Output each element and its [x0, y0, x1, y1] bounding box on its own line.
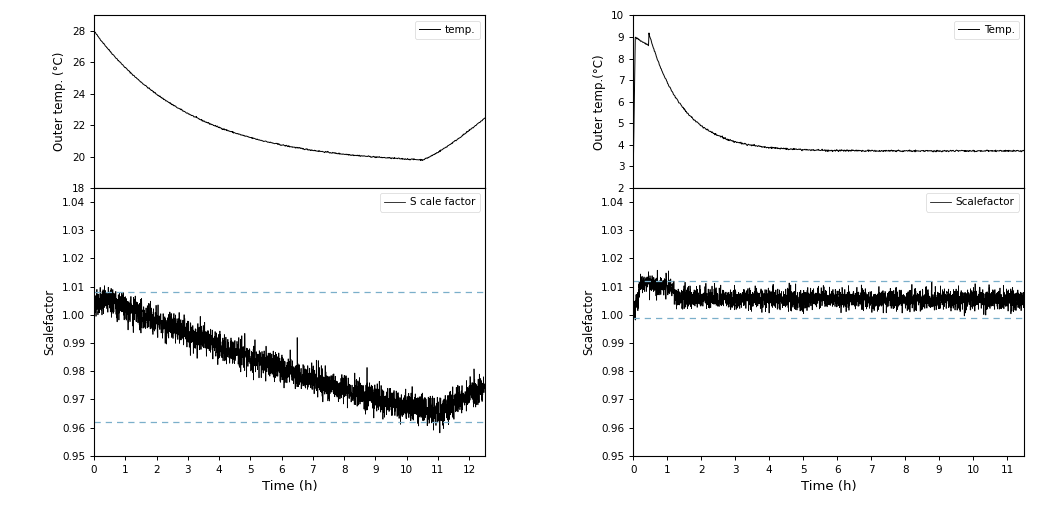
Y-axis label: Outer temp. (°C): Outer temp. (°C) [53, 52, 66, 152]
Y-axis label: Scalefactor: Scalefactor [43, 289, 56, 355]
Legend: Temp.: Temp. [953, 20, 1019, 39]
Legend: Scalefactor: Scalefactor [926, 193, 1019, 211]
X-axis label: Time (h): Time (h) [800, 480, 857, 493]
X-axis label: Time (h): Time (h) [261, 480, 318, 493]
Y-axis label: Scalefactor: Scalefactor [583, 289, 596, 355]
Y-axis label: Outer temp.(°C): Outer temp.(°C) [593, 54, 606, 150]
Legend: temp.: temp. [415, 20, 480, 39]
Legend: S cale factor: S cale factor [380, 193, 480, 211]
